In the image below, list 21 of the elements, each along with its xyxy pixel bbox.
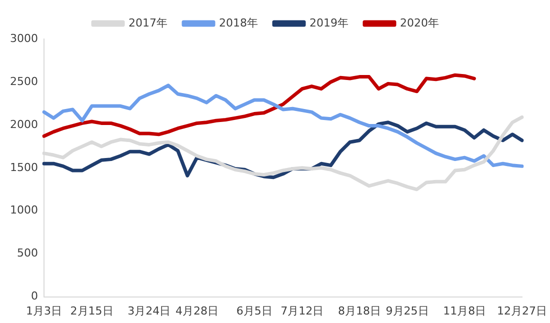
x-tick-label: 11月8日 (443, 304, 486, 318)
legend-label: 2019年 (310, 16, 348, 30)
x-tick-label: 8月18日 (338, 304, 381, 318)
x-tick-label: 4月28日 (175, 304, 218, 318)
x-tick-label: 3月24日 (128, 304, 171, 318)
x-tick-label: 1月3日 (26, 304, 62, 318)
legend-label: 2018年 (219, 16, 258, 30)
y-tick-label: 1500 (10, 160, 38, 174)
legend-label: 2020年 (400, 16, 439, 30)
y-tick-label: 3000 (10, 32, 38, 45)
x-tick-label: 9月25日 (386, 304, 429, 318)
y-tick-label: 500 (16, 246, 38, 260)
x-tick-label: 2月15日 (70, 304, 114, 318)
y-tick-label: 2000 (10, 118, 38, 131)
x-tick-label: 12月27日 (497, 304, 548, 318)
legend-label: 2017年 (128, 16, 168, 30)
x-tick-label: 6月5日 (236, 304, 272, 318)
y-tick-label: 1000 (10, 204, 38, 217)
y-tick-label: 2500 (10, 74, 38, 88)
y-tick-label: 0 (30, 290, 38, 303)
x-tick-label: 7月12日 (280, 304, 324, 318)
